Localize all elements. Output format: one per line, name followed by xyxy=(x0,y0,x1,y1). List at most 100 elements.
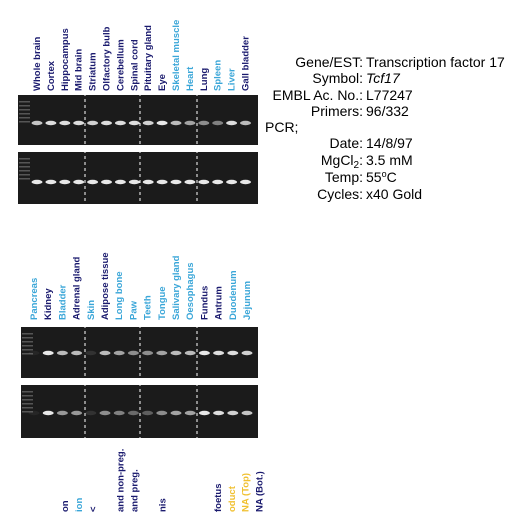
gel-band xyxy=(213,410,225,416)
gel-band xyxy=(73,179,85,185)
ladder-band xyxy=(19,174,30,176)
gel-band xyxy=(31,179,43,185)
lane-label: < xyxy=(88,506,99,512)
lane-label: Liver xyxy=(227,68,238,91)
gel-band xyxy=(240,120,251,126)
info-label: Date: xyxy=(330,135,363,151)
lane-label: and non-preg. xyxy=(116,449,127,512)
gel-band xyxy=(170,179,182,185)
lane-label: Jejunum xyxy=(242,281,253,320)
gel-band xyxy=(142,120,154,126)
gel-band xyxy=(56,410,68,416)
info-value: 3.5 mM xyxy=(366,152,413,168)
gel-band xyxy=(28,410,40,416)
gel-band xyxy=(87,120,99,126)
info-label-text: MgCl xyxy=(321,152,354,168)
gel-band xyxy=(71,350,83,356)
ladder-band xyxy=(19,158,30,160)
ladder-band xyxy=(22,349,33,351)
gel-band xyxy=(198,410,210,416)
lane-label: Spinal cord xyxy=(129,39,140,91)
lane-label: Pancreas xyxy=(29,278,40,320)
ladder-band xyxy=(22,337,33,339)
lane-label: Oesophagus xyxy=(185,262,196,320)
lane-label: Mid brain xyxy=(74,49,85,91)
ladder-band xyxy=(22,345,33,347)
lane-label: Teeth xyxy=(143,295,154,320)
gel-band xyxy=(212,120,224,126)
lane-label: Skin xyxy=(86,300,97,320)
info-label: Temp: xyxy=(325,169,363,185)
info-value: 96/332 xyxy=(366,103,409,119)
gel-band xyxy=(31,120,43,126)
lane-label: Kidney xyxy=(43,288,54,320)
gel-band xyxy=(170,350,182,356)
lane-label: Striatum xyxy=(88,52,99,91)
lane-label: oduct xyxy=(227,485,238,512)
gel-band xyxy=(114,179,126,185)
gel-band xyxy=(87,179,99,185)
ladder-band xyxy=(19,117,30,119)
gel-band xyxy=(128,179,140,185)
lane-label: Fundus xyxy=(199,286,210,320)
lane-label: Heart xyxy=(185,66,196,91)
info-value: Transcription factor 17 xyxy=(366,54,505,70)
lane-label: NA (Bot.) xyxy=(255,471,266,512)
lane-label: Paw xyxy=(128,300,139,320)
gel-band xyxy=(99,350,111,356)
lane-label: nis xyxy=(157,498,168,512)
gel-band xyxy=(184,120,196,126)
gel-band xyxy=(127,410,139,416)
gel-band xyxy=(45,120,57,126)
ladder-band xyxy=(22,333,33,335)
gel-band xyxy=(113,350,125,356)
lane-label: foetus xyxy=(213,484,224,512)
gel-band xyxy=(156,350,168,356)
lane-label: Lung xyxy=(199,68,210,91)
superscript: o xyxy=(382,169,387,179)
ladder-band xyxy=(22,391,33,393)
ladder-band xyxy=(22,403,33,405)
gel-band xyxy=(85,410,97,416)
info-label: Cycles: xyxy=(317,186,363,202)
info-value: L77247 xyxy=(366,87,413,103)
lane-label: and preg. xyxy=(130,469,141,512)
gel-band xyxy=(45,179,57,185)
gel-band xyxy=(56,350,68,356)
lane-label: Pituitary gland xyxy=(143,25,154,91)
gel-band xyxy=(71,410,83,416)
gel-band xyxy=(42,410,54,416)
info-heading: PCR; xyxy=(265,119,298,135)
gel-band xyxy=(142,179,154,185)
info-panel: Gene/EST: Transcription factor 17 Symbol… xyxy=(265,54,505,202)
gel-band xyxy=(170,410,182,416)
info-label: MgCl2: xyxy=(321,152,363,171)
gel-band xyxy=(227,410,239,416)
lane-label: Whole brain xyxy=(32,36,43,91)
lane-label: Duodenum xyxy=(228,270,239,320)
lane-label: Adipose tissue xyxy=(100,252,111,320)
lane-label: NA (Top) xyxy=(241,473,252,512)
gel-band xyxy=(198,350,210,356)
info-value: x40 Gold xyxy=(366,186,422,202)
gel-band xyxy=(142,350,154,356)
ladder-band xyxy=(19,101,30,103)
gel-band xyxy=(128,120,140,126)
gel-band xyxy=(170,120,182,126)
lane-label: Salivary gland xyxy=(171,255,182,320)
gel-band xyxy=(212,179,224,185)
gel-band xyxy=(114,120,126,126)
info-label: Primers: xyxy=(311,103,363,119)
ladder-band xyxy=(19,105,30,107)
lane-label: Bladder xyxy=(57,284,68,320)
gel-band xyxy=(226,179,238,185)
gel-band xyxy=(156,120,168,126)
ladder-band xyxy=(22,341,33,343)
lane-label: on xyxy=(60,500,71,512)
gel-band xyxy=(42,350,54,356)
gel-band xyxy=(28,350,40,356)
ladder-band xyxy=(22,395,33,397)
gel-band xyxy=(184,410,196,416)
